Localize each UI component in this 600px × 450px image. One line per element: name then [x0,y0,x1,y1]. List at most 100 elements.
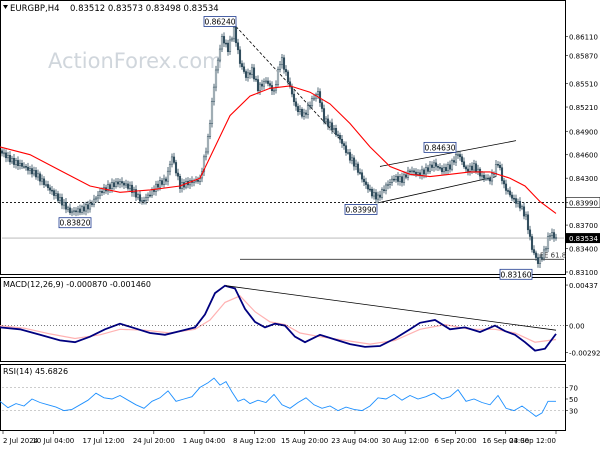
candle-body [454,154,458,163]
rsi-series: 70 50 30 [0,377,578,417]
candle-body [230,38,234,41]
macd-trendline [225,285,557,331]
candle-body [546,236,550,249]
macd-main-line [0,284,557,352]
candle-body [4,152,8,159]
candle-body [458,154,462,158]
candle-body [82,206,86,212]
price-tick-label: 0.86110 [569,34,598,42]
time-tick-label: 6 Sep 20:00 [434,437,476,445]
candle-body [496,163,500,166]
candle-body [552,232,556,239]
candle-body [368,188,372,191]
candle-body [472,163,476,171]
candle-body [178,176,182,189]
candle-body [504,183,508,191]
candle-body [16,160,20,166]
candle-body [522,206,526,217]
candle-body [466,168,470,172]
price-tick-label: 0.84900 [569,128,598,136]
candle-body [398,176,402,182]
candle-body [444,167,448,172]
candle-body [220,36,224,50]
candle-body [96,194,100,199]
candle-body [282,57,286,70]
candle-body [402,174,406,183]
candle-body [432,162,436,168]
candle-body [468,165,472,172]
candle-body [72,210,76,213]
macd-tick-label: 0.00 [569,323,585,331]
candle-body [108,184,112,189]
macd-tick-label: -0.002922 [569,350,600,358]
candle-body [114,181,118,187]
candle-body [554,237,558,239]
price-label: 0.83820 [59,219,90,228]
candle-body [378,194,382,198]
candle-body [102,187,106,193]
candle-body [394,176,398,181]
candle-body [412,170,416,173]
candle-body [166,170,170,182]
candle-body [532,249,536,254]
candle-body [514,198,518,204]
candle-body [6,154,10,159]
trendlines [235,26,517,203]
candle-body [204,151,208,158]
price-label: 0.86240 [204,18,235,27]
time-tick-label: 30 Aug 12:00 [382,437,429,445]
price-tick-label: 0.83400 [569,246,598,254]
candle-body [342,143,346,146]
price-label: 0.83990 [345,205,376,214]
candle-body [296,106,300,112]
candle-body [526,214,530,231]
price-axis: 0.86110 0.85870 0.85510 0.85210 0.84900 0.846… [565,34,600,277]
candle-body [58,197,62,201]
candle-body [302,112,306,117]
candle-body [330,122,334,131]
candle-body [76,208,80,213]
time-tick-label: 15 Aug 20:00 [281,437,328,445]
candle-body [12,157,16,165]
candle-body [494,163,498,174]
candle-body [516,201,520,204]
candle-body [130,184,134,193]
macd-series: 0.00437 0.00 -0.002922 [0,282,600,358]
candle-body [312,97,316,100]
candle-body [538,257,542,264]
price-tick-label: 0.83990 [569,199,598,207]
time-tick-label: 16 Sep 04:00 [482,437,529,445]
candle-body [550,232,554,236]
candle-body [80,206,84,213]
candle-body [2,152,6,155]
candle-body [508,190,512,196]
candle-body [150,189,154,196]
price-tick-label: 0.84300 [569,175,598,183]
time-tick-label: 2 Jul 2024 [3,437,39,445]
candle-body [410,170,414,173]
candle-body [262,80,266,87]
candle-body [322,108,326,123]
candle-body [460,156,464,163]
candle-body [126,183,130,189]
candle-body [422,169,426,175]
candle-body [78,208,82,213]
candle-body [250,67,254,75]
candle-body [68,207,72,214]
candle-body [36,173,40,178]
candle-body [240,63,244,68]
price-tick-label: 0.83700 [569,222,598,230]
candle-body [46,184,50,189]
candle-body [448,164,452,170]
candle-body [390,178,394,183]
candle-body [54,193,58,196]
candle-body [228,39,232,52]
candle-body [10,157,14,163]
price-tick-label: 0.85870 [569,52,598,60]
macd-panel-frame [0,277,566,362]
candle-body [490,173,494,182]
candle-body [22,166,26,168]
candle-body [92,198,96,205]
candle-body [276,69,280,85]
